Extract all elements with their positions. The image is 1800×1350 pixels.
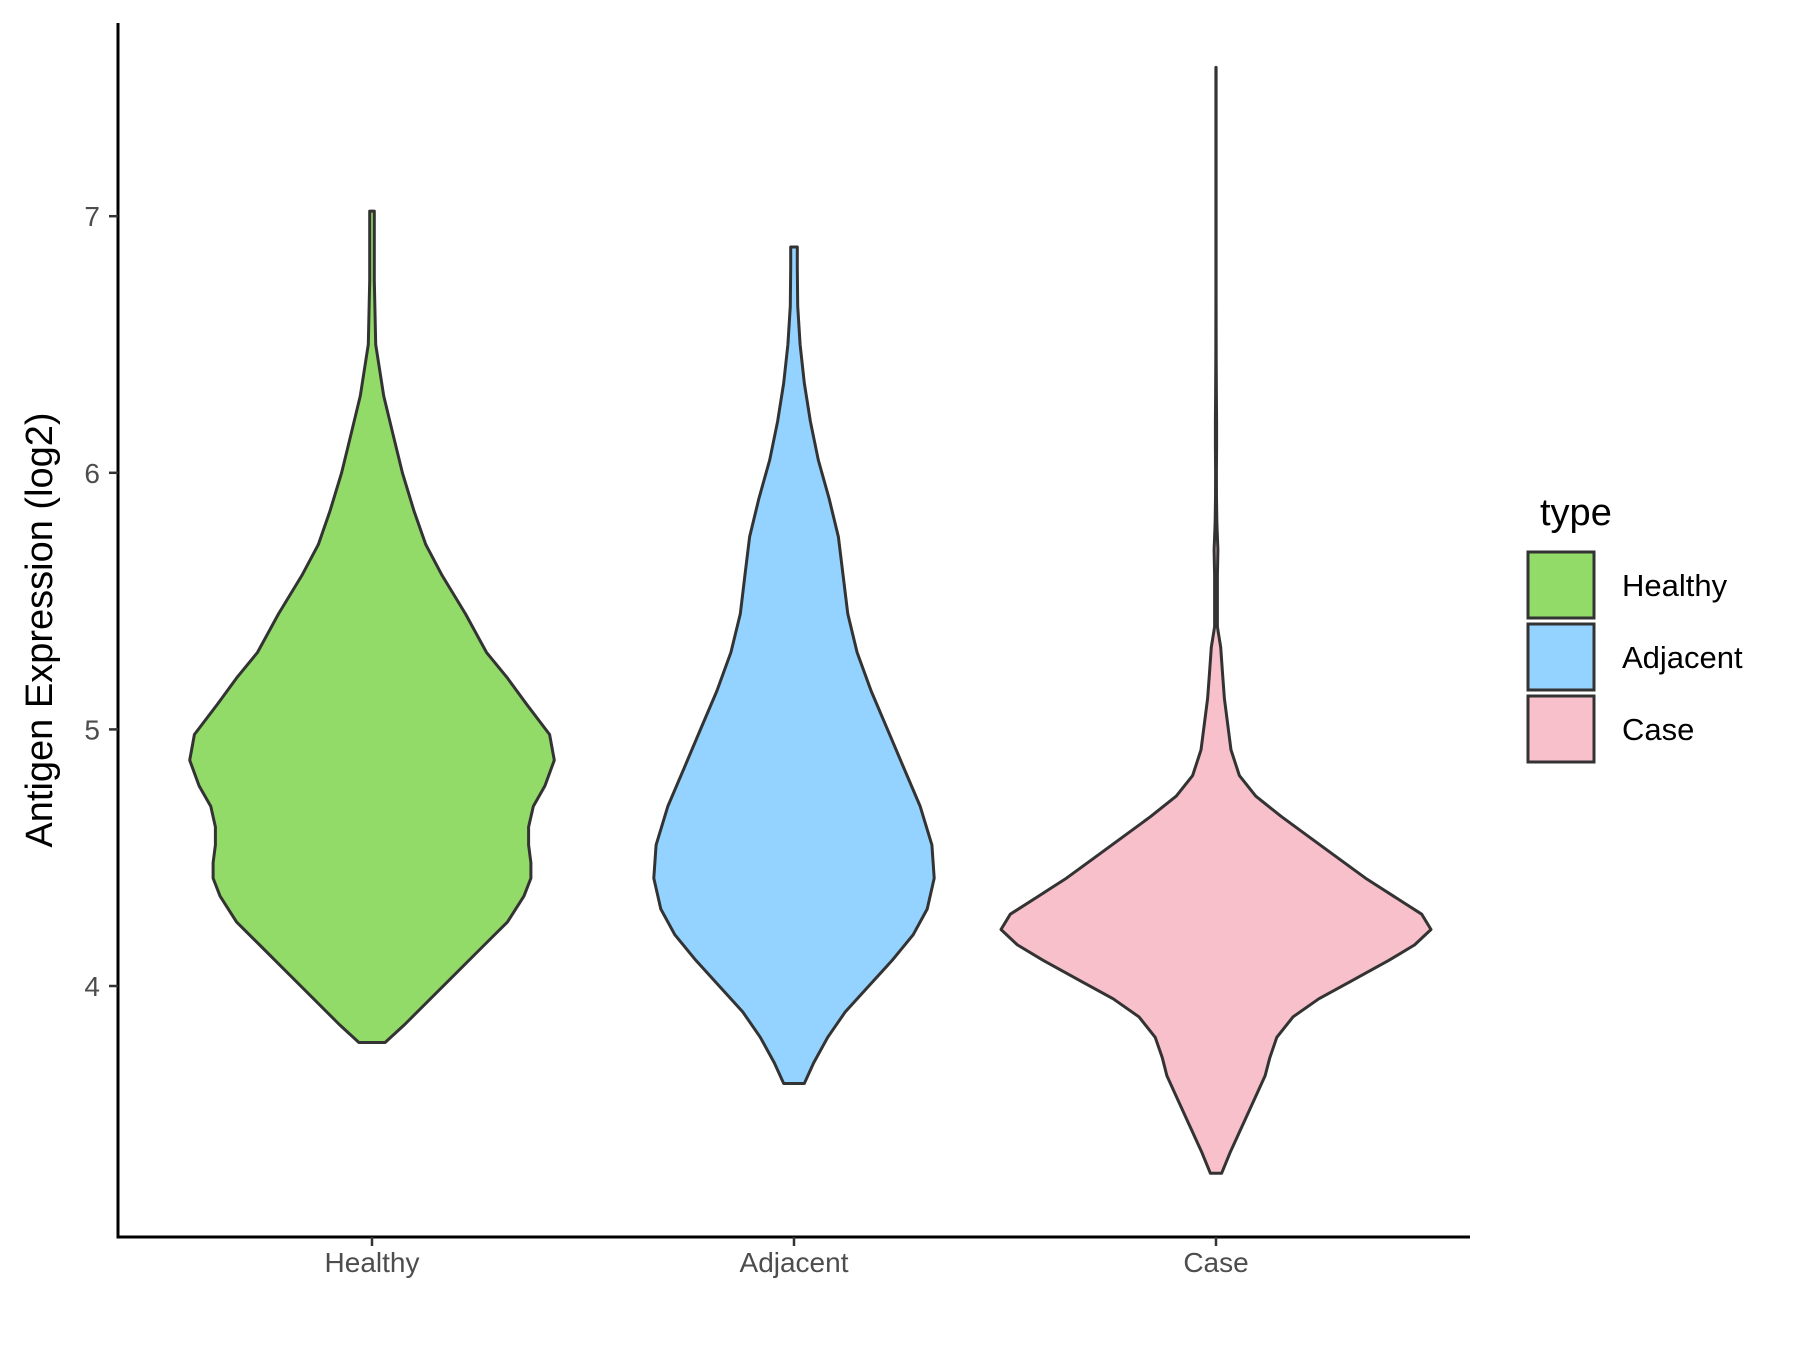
violin-layer [188,65,1433,1175]
legend-label: Case [1622,712,1694,747]
x-tick-label: Healthy [325,1247,420,1278]
legend-key-healthy [1526,550,1596,620]
axes: 4 5 6 7 Healthy Adjacent Case [84,23,1470,1278]
legend-key-case [1526,694,1596,764]
x-tick-label: Case [1183,1247,1248,1278]
legend-title: type [1540,492,1612,534]
y-tick-label: 6 [84,458,100,489]
legend-label: Adjacent [1622,640,1743,675]
violin-case [999,65,1433,1175]
x-tick-label: Adjacent [740,1247,849,1278]
x-ticks: Healthy Adjacent Case [325,1237,1249,1278]
violin-healthy [188,209,556,1044]
y-tick-label: 5 [84,714,100,745]
legend-key-adjacent [1526,622,1596,692]
violin-adjacent [652,245,936,1085]
legend-entries: Healthy Adjacent Case [1526,550,1743,764]
y-ticks: 4 5 6 7 [84,201,118,1002]
legend: type Healthy Adjacent Case [1526,492,1743,764]
y-tick-label: 7 [84,201,100,232]
y-axis-title: Antigen Expression (log2) [19,412,61,847]
y-tick-label: 4 [84,971,100,1002]
legend-label: Healthy [1622,568,1728,603]
